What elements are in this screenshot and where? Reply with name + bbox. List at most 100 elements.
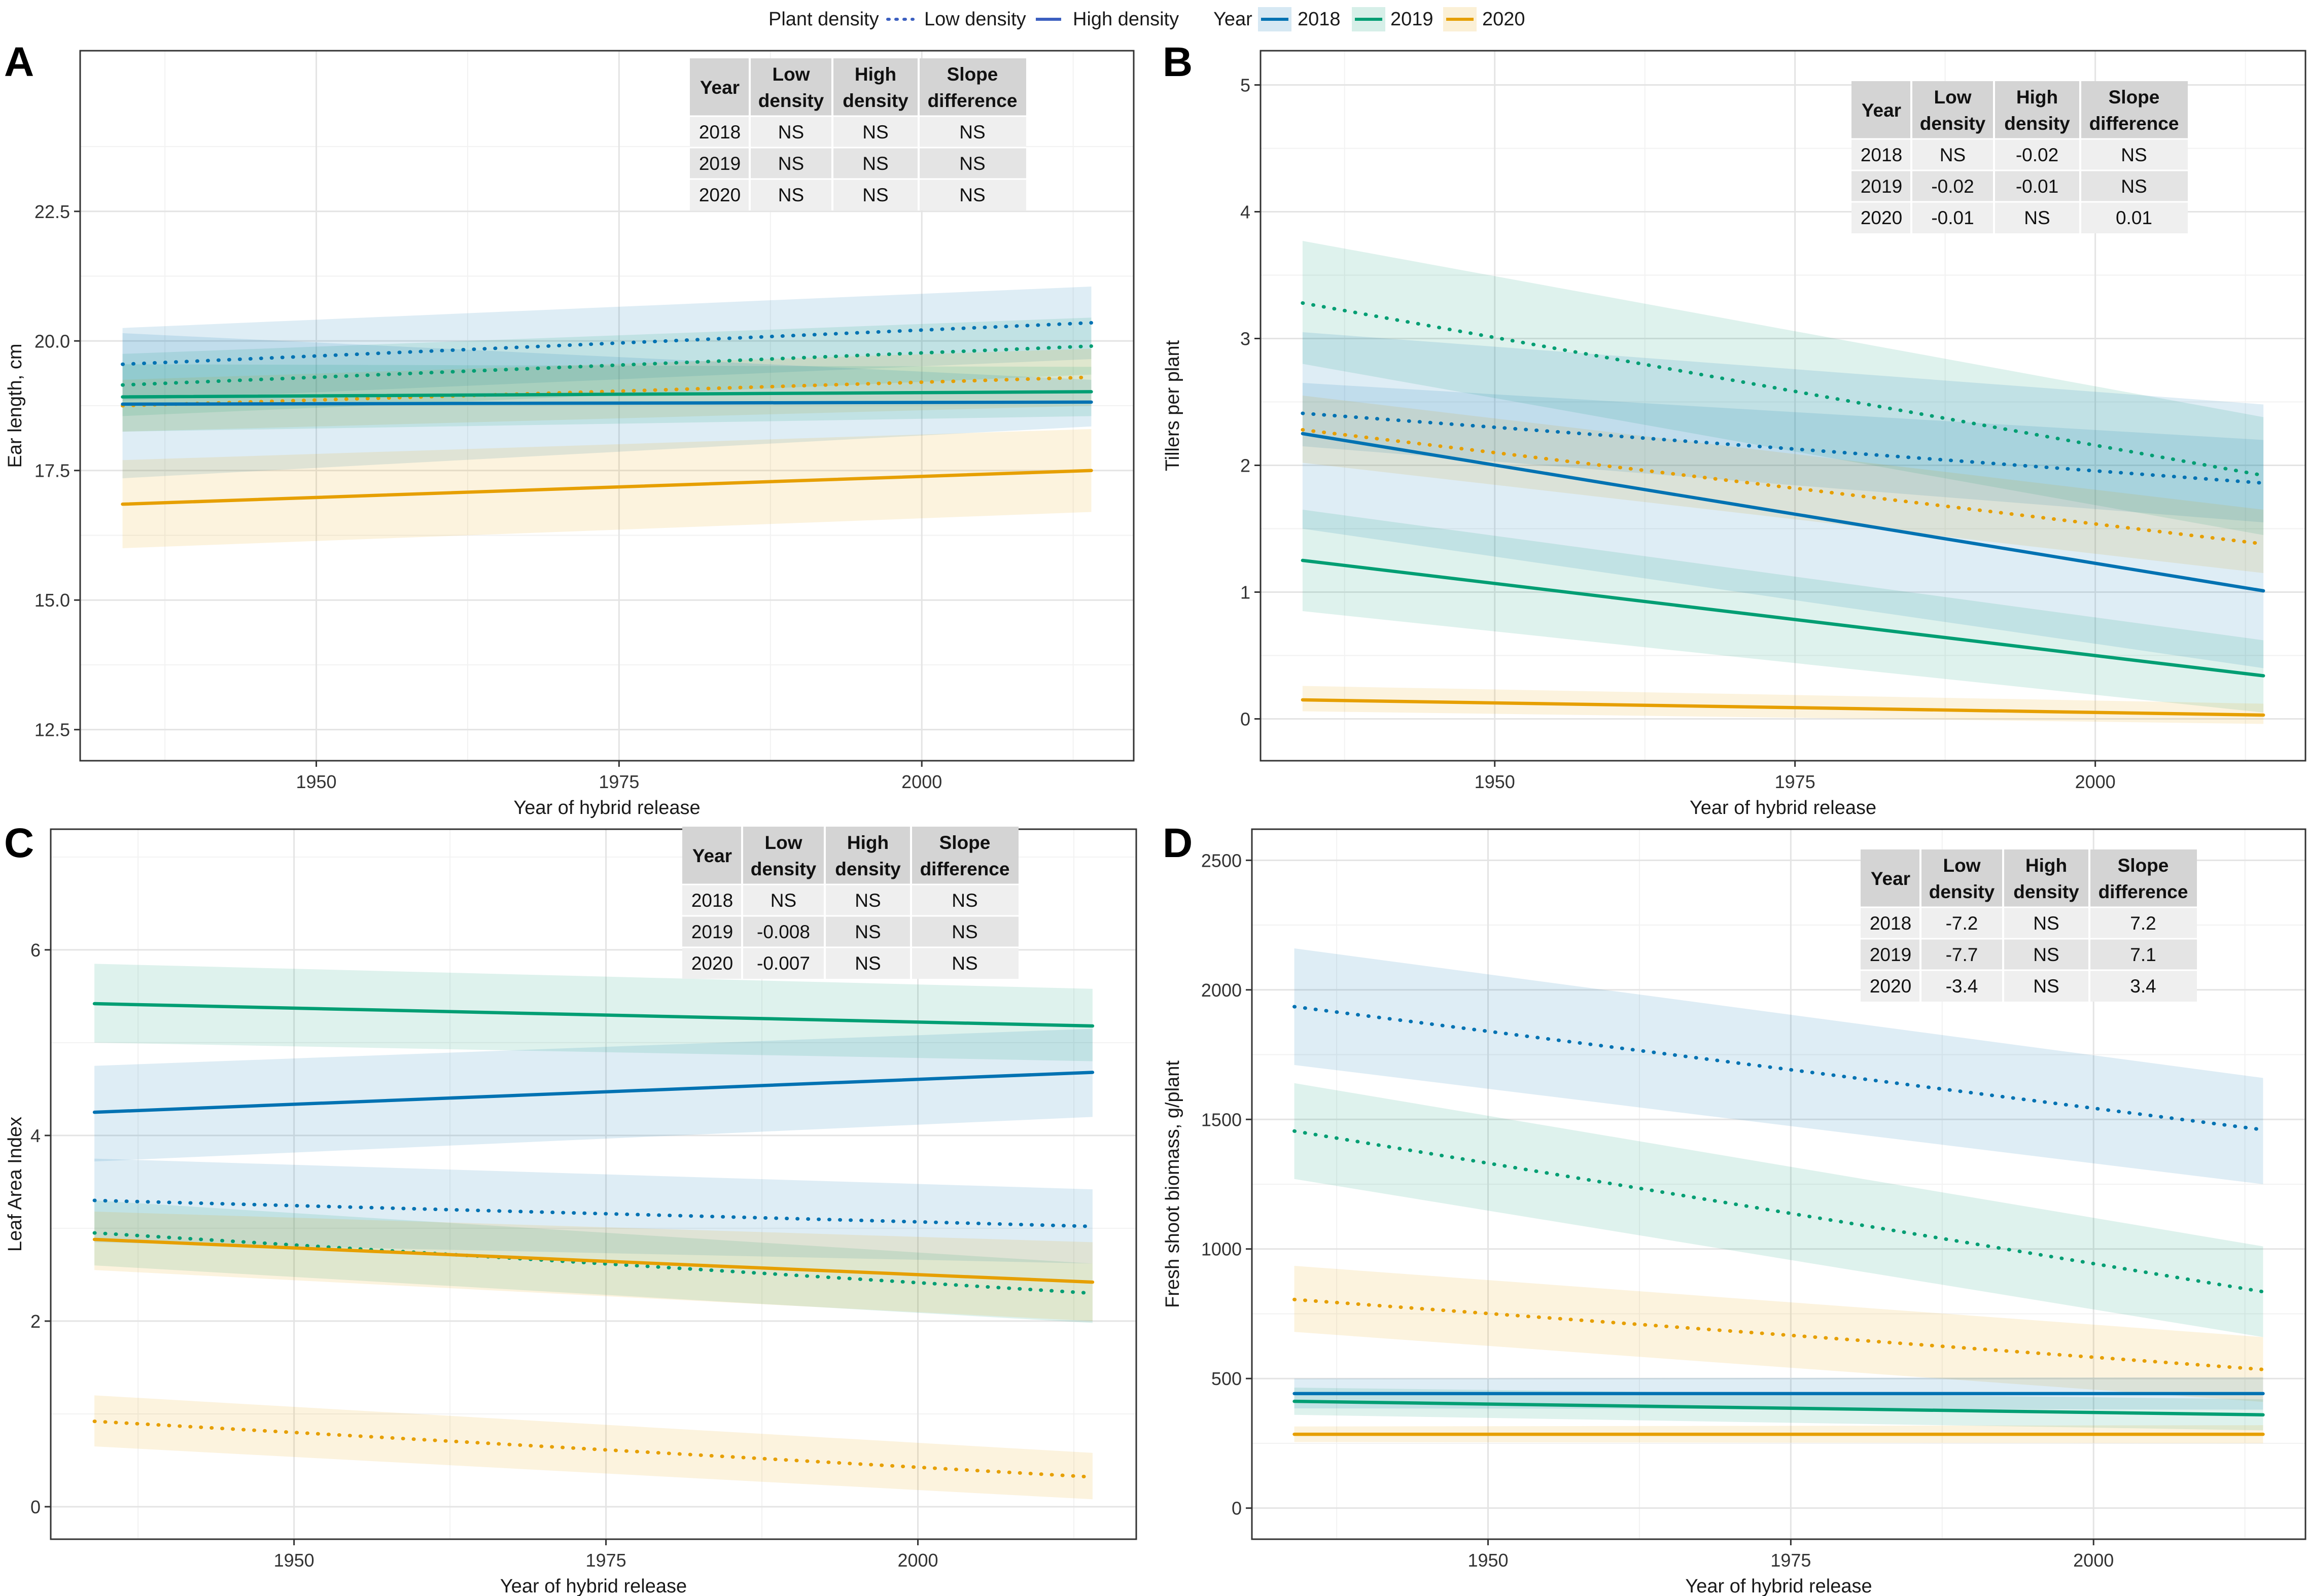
axes: 1950 1975 2000 0 2 4 6 Year of hybrid release Le… (5, 940, 938, 1596)
trend-line-2018-low (92, 1198, 1095, 1228)
table-header-bg (682, 827, 1019, 884)
table-cell: NS (855, 953, 881, 974)
y-axis-title: Leaf Area Index (5, 1117, 26, 1252)
table-row (690, 179, 1026, 210)
table-cell: 2020 (1870, 976, 1911, 997)
ci-ribbon-2018-low (1294, 948, 2263, 1184)
table-row (690, 116, 1026, 148)
table-cell: NS (2033, 976, 2059, 997)
y-tick-label: 15.0 (34, 590, 70, 611)
table-header-year: Year (692, 845, 732, 866)
table-header-high-density: High density (2013, 855, 2079, 902)
table-cell: NS (778, 185, 804, 205)
y-tick-label: 500 (1211, 1368, 1242, 1389)
table-row (682, 884, 1019, 916)
table-header-bg (690, 58, 1026, 116)
table-header-low-density: Low density (1920, 87, 1986, 134)
legend-low-density-label: Low density (924, 9, 1026, 30)
gridlines (80, 51, 1134, 761)
y-axis-title: Tillers per plant (1162, 340, 1183, 471)
table-header-year: Year (1862, 100, 1901, 121)
y-tick-label: 17.5 (34, 460, 70, 481)
table-cell: -7.2 (1946, 913, 1978, 934)
table-header-low-density: Low density (751, 832, 817, 879)
trend-line-2020-low (1301, 428, 2265, 546)
trend-line-2020-low (1292, 1297, 2265, 1371)
y-tick-label: 1500 (1201, 1109, 1242, 1130)
ci-ribbon-2019-low (1302, 241, 2264, 535)
ci-ribbon-2020-low (122, 348, 1092, 432)
x-tick-label: 2000 (897, 1550, 938, 1571)
trend-line-2019-low (1292, 1129, 2265, 1294)
table-cell: 2019 (1861, 176, 1902, 197)
y-tick-label: 12.5 (34, 720, 70, 740)
series-layer (92, 964, 1095, 1500)
table-cell: NS (952, 921, 977, 942)
panel-border (1260, 50, 2306, 762)
x-tick-label: 2000 (2075, 771, 2116, 792)
table-header-low-density: Low density (758, 64, 824, 111)
trend-line-2018-low (1292, 1005, 2265, 1132)
x-tick-label: 2000 (901, 771, 942, 792)
x-tick-label: 1950 (1475, 771, 1515, 792)
legend-high-density-label: High density (1073, 9, 1179, 30)
table-cell: NS (952, 890, 977, 911)
x-axis-title: Year of hybrid release (513, 797, 700, 819)
trend-line-2018-high (92, 1071, 1095, 1114)
table-cell: NS (959, 122, 985, 143)
table-cell: 7.1 (2130, 944, 2156, 965)
series-layer (1292, 948, 2265, 1443)
panel-label: C (4, 820, 34, 866)
table-row (690, 148, 1026, 179)
panel-border (79, 50, 1135, 762)
table-header-year: Year (1871, 868, 1910, 889)
table-header-year: Year (700, 77, 740, 98)
table-cell: 2019 (691, 921, 733, 942)
trend-line-2019-high (1301, 558, 2265, 678)
trend-line-2019-low (92, 1231, 1095, 1295)
table-cell: 2018 (1870, 913, 1911, 934)
y-tick-label: 0 (1232, 1498, 1242, 1519)
x-axis-title: Year of hybrid release (1685, 1576, 1872, 1596)
ci-ribbon-2018-high (94, 1028, 1093, 1162)
ci-ribbon-2018-low (94, 1158, 1093, 1264)
table-header-low-density: Low density (1929, 855, 1995, 902)
panel-border (50, 828, 1137, 1540)
series-layer (121, 286, 1093, 549)
table-cell: 2018 (699, 122, 741, 143)
legend-year-title: Year (1213, 9, 1252, 30)
ci-ribbon-2019-high (122, 364, 1092, 432)
ci-ribbon-2020-low (1294, 1265, 2263, 1402)
trend-line-2019-high (1292, 1399, 2265, 1416)
trend-line-2018-low (121, 321, 1093, 366)
table-cell: -0.02 (1931, 176, 1974, 197)
table-cell: 7.2 (2130, 913, 2156, 934)
trend-line-2020-high (1301, 698, 2265, 717)
table-cell: 2020 (1861, 207, 1902, 228)
table-row (1861, 970, 2197, 1002)
table-cell: 3.4 (2130, 976, 2156, 997)
table-cell: -3.4 (1946, 976, 1978, 997)
stats-table: Year Low density High density Slope difference… (1861, 849, 2197, 1002)
legend-density-title: Plant density (768, 9, 879, 30)
table-cell: -0.007 (757, 953, 810, 974)
y-tick-label: 2000 (1201, 980, 1242, 1001)
table-cell: NS (959, 185, 985, 205)
table-header-slope-difference: Slope difference (2089, 87, 2179, 134)
table-header-high-density: High density (2004, 87, 2070, 134)
y-tick-label: 4 (30, 1125, 41, 1146)
legend-2020-label: 2020 (1482, 9, 1525, 30)
ci-ribbon-2020-high (1302, 686, 2264, 724)
ci-ribbon-2020-high (94, 1211, 1093, 1321)
table-cell: 0.01 (2116, 207, 2152, 228)
table-cell: NS (2121, 145, 2147, 165)
table-cell: -0.01 (1931, 207, 1974, 228)
table-cell: -0.008 (757, 921, 810, 942)
x-tick-label: 1950 (1467, 1550, 1508, 1571)
table-cell: NS (862, 153, 888, 174)
panel-border (1251, 828, 2306, 1540)
legend: Plant density Low density High density Y… (768, 7, 1525, 31)
table-cell: NS (855, 921, 881, 942)
